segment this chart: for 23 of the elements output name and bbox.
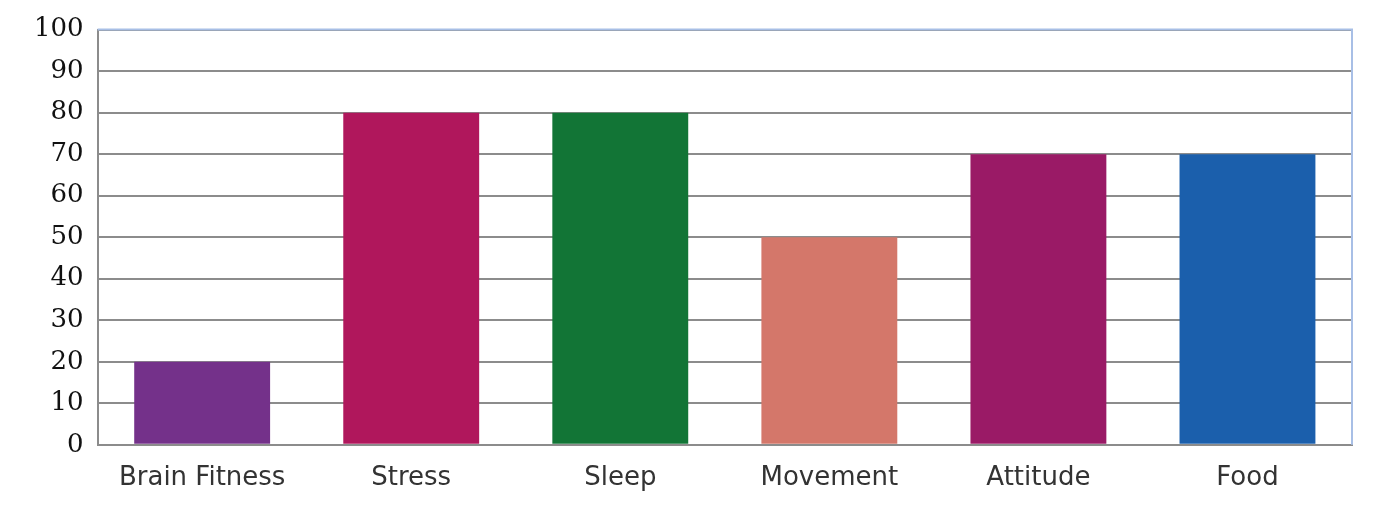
x-tick-label: Stress	[371, 461, 452, 492]
x-tick-label: Sleep	[584, 461, 657, 492]
y-tick-label: 100	[33, 12, 84, 43]
bar	[970, 154, 1107, 444]
bar	[761, 237, 898, 444]
x-tick-label: Movement	[760, 461, 899, 492]
y-tick-label: 10	[50, 386, 84, 417]
x-tick-label: Food	[1216, 461, 1279, 492]
x-tick-label: Attitude	[986, 461, 1091, 492]
y-tick-label: 40	[50, 261, 84, 292]
y-tick-label: 80	[50, 95, 84, 126]
y-tick-label: 50	[50, 219, 84, 250]
y-tick-label: 20	[50, 344, 84, 375]
y-tick-label: 70	[50, 136, 84, 167]
y-tick-label: 60	[50, 178, 84, 209]
bar	[552, 112, 689, 444]
y-tick-label: 90	[50, 53, 84, 84]
x-tick-label: Brain Fitness	[118, 461, 286, 492]
bar	[134, 361, 271, 444]
y-tick-label: 30	[50, 302, 84, 333]
y-tick-label: 0	[67, 427, 84, 458]
bar	[343, 112, 480, 444]
bar	[1179, 154, 1316, 444]
